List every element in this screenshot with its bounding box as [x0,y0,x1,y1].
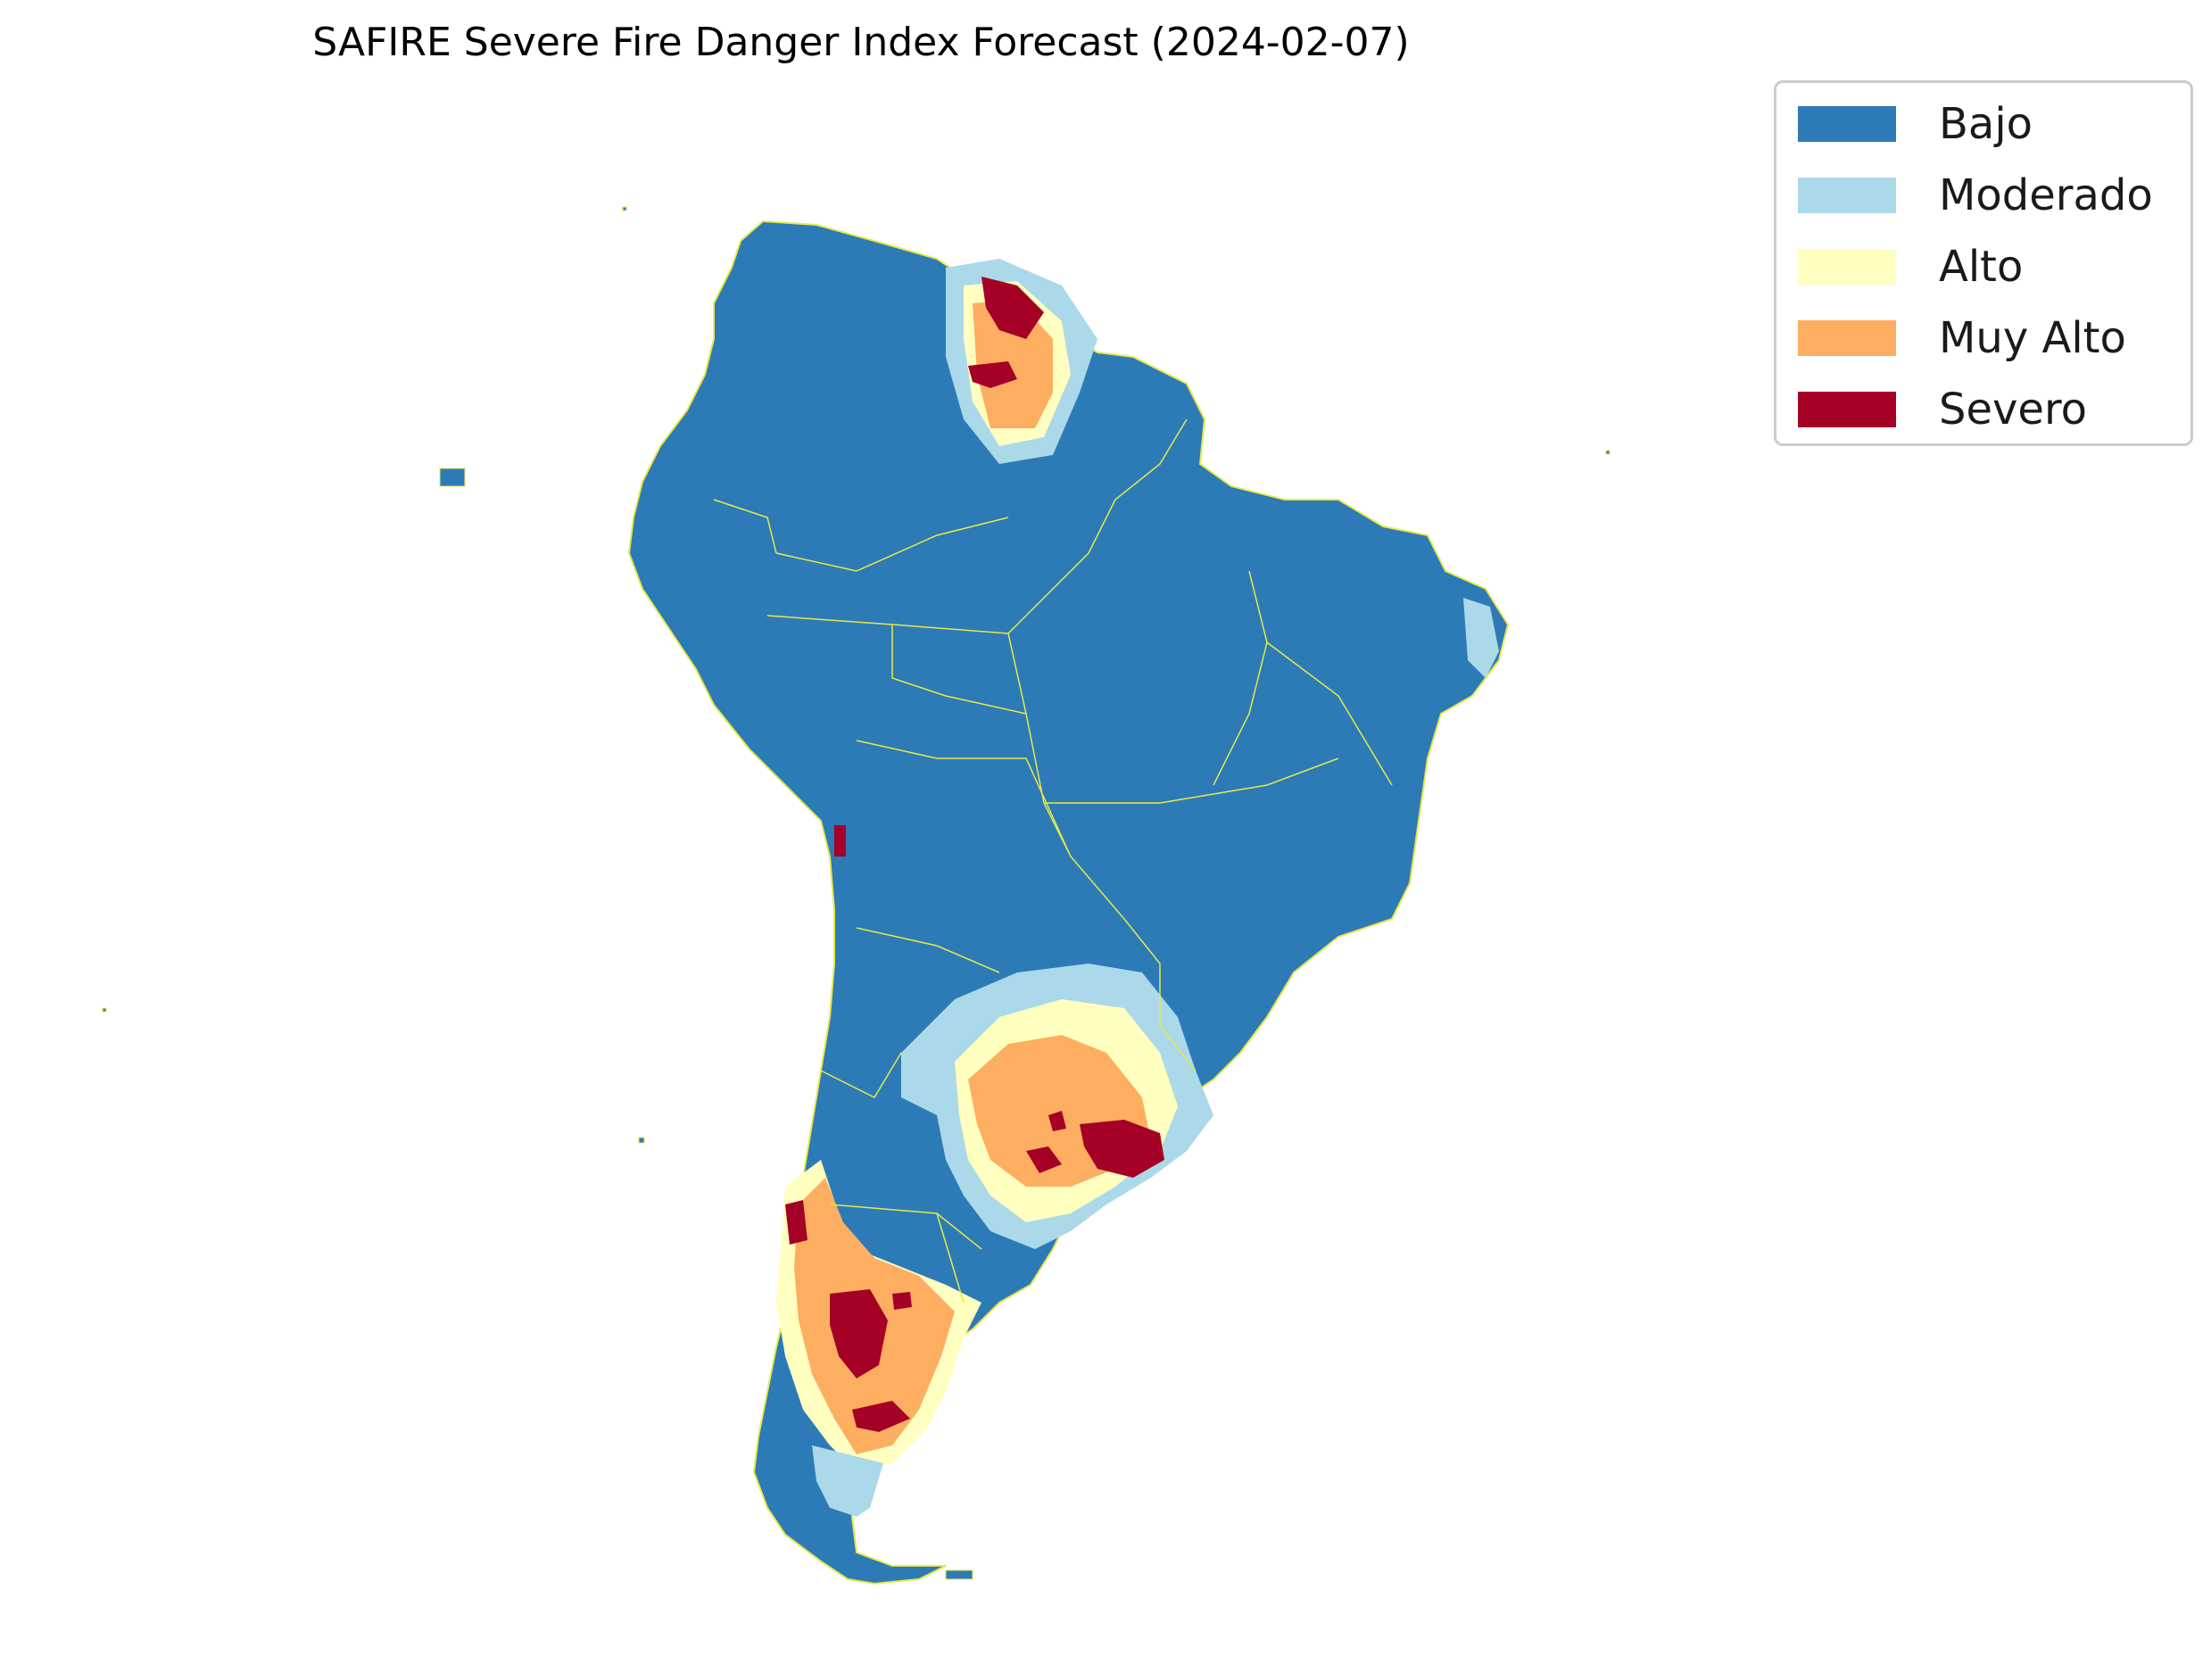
legend-item-alto: Alto [1798,240,2190,294]
legend: Bajo Moderado Alto Muy Alto Severo [1774,80,2193,446]
legend-label-alto: Alto [1939,242,2024,292]
legend-item-severo: Severo [1798,383,2190,436]
legend-label-bajo: Bajo [1939,99,2033,149]
northeast-moderate-patch [1463,598,1499,678]
peru-coast-spot [834,825,846,857]
legend-swatch-alto [1798,249,1896,285]
legend-label-muy-alto: Muy Alto [1939,313,2126,363]
patagonia-hotspot [776,1160,981,1517]
legend-item-moderado: Moderado [1798,169,2190,222]
legend-swatch-bajo [1798,106,1896,142]
south-america-landmass [627,219,1510,1585]
legend-swatch-moderado [1798,178,1896,213]
legend-swatch-severo [1798,392,1896,427]
offshore-islands [102,206,1611,1580]
admin-boundaries [713,418,1393,1303]
legend-label-severo: Severo [1939,385,2087,434]
legend-item-muy-alto: Muy Alto [1798,311,2190,365]
northern-hotspot [946,259,1097,464]
map-title: SAFIRE Severe Fire Danger Index Forecast… [312,20,1410,65]
legend-label-moderado: Moderado [1939,170,2153,220]
legend-item-bajo: Bajo [1798,97,2190,151]
legend-swatch-muy-alto [1798,320,1896,356]
southeast-hotspot [901,964,1213,1249]
